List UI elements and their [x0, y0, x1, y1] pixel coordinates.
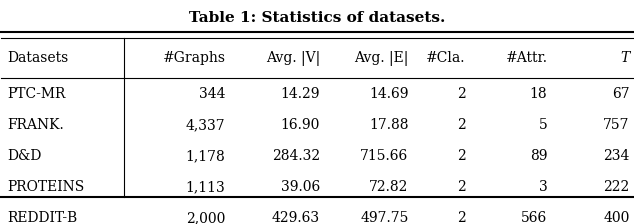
Text: D&D: D&D [8, 149, 42, 163]
Text: 14.29: 14.29 [281, 87, 320, 101]
Text: 39.06: 39.06 [281, 180, 320, 194]
Text: 284.32: 284.32 [272, 149, 320, 163]
Text: 222: 222 [603, 180, 630, 194]
Text: 14.69: 14.69 [369, 87, 408, 101]
Text: 2: 2 [456, 211, 465, 224]
Text: 1,113: 1,113 [186, 180, 226, 194]
Text: 2,000: 2,000 [186, 211, 226, 224]
Text: Avg. |V|: Avg. |V| [266, 51, 320, 66]
Text: 2: 2 [456, 180, 465, 194]
Text: #Attr.: #Attr. [505, 51, 547, 65]
Text: 2: 2 [456, 118, 465, 132]
Text: 17.88: 17.88 [369, 118, 408, 132]
Text: PROTEINS: PROTEINS [8, 180, 85, 194]
Text: 72.82: 72.82 [369, 180, 408, 194]
Text: 234: 234 [603, 149, 630, 163]
Text: 89: 89 [530, 149, 547, 163]
Text: 67: 67 [612, 87, 630, 101]
Text: REDDIT-B: REDDIT-B [8, 211, 78, 224]
Text: PTC-MR: PTC-MR [8, 87, 66, 101]
Text: 715.66: 715.66 [360, 149, 408, 163]
Text: Datasets: Datasets [8, 51, 69, 65]
Text: T: T [620, 51, 630, 65]
Text: 757: 757 [603, 118, 630, 132]
Text: #Graphs: #Graphs [162, 51, 226, 65]
Text: 497.75: 497.75 [360, 211, 408, 224]
Text: FRANK.: FRANK. [8, 118, 65, 132]
Text: 1,178: 1,178 [186, 149, 226, 163]
Text: 5: 5 [539, 118, 547, 132]
Text: 566: 566 [521, 211, 547, 224]
Text: Avg. |E|: Avg. |E| [354, 51, 408, 66]
Text: 429.63: 429.63 [272, 211, 320, 224]
Text: 400: 400 [603, 211, 630, 224]
Text: 16.90: 16.90 [281, 118, 320, 132]
Text: 18: 18 [530, 87, 547, 101]
Text: 3: 3 [539, 180, 547, 194]
Text: #Cla.: #Cla. [426, 51, 465, 65]
Text: 4,337: 4,337 [186, 118, 226, 132]
Text: 2: 2 [456, 87, 465, 101]
Text: 344: 344 [199, 87, 226, 101]
Text: Table 1: Statistics of datasets.: Table 1: Statistics of datasets. [189, 11, 445, 25]
Text: 2: 2 [456, 149, 465, 163]
